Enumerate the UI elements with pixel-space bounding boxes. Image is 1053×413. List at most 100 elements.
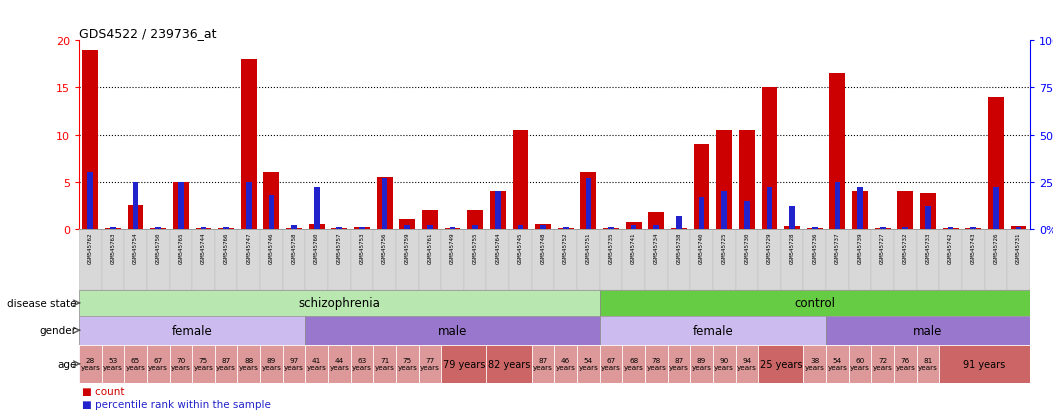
Bar	[622, 345, 644, 383]
Bar	[87, 173, 93, 229]
Bar	[178, 182, 183, 229]
Text: GSM545730: GSM545730	[744, 232, 750, 263]
Text: 70
years: 70 years	[171, 357, 191, 370]
Text: GSM545741: GSM545741	[631, 232, 636, 263]
Bar	[1011, 226, 1027, 229]
Text: GSM545739: GSM545739	[857, 232, 862, 263]
Text: GSM545750: GSM545750	[156, 232, 161, 263]
Bar	[192, 345, 215, 383]
Bar	[305, 345, 329, 383]
Bar	[79, 316, 305, 345]
Text: 89
years: 89 years	[692, 357, 712, 370]
Text: ■ count: ■ count	[82, 386, 124, 396]
Text: 91 years: 91 years	[963, 359, 1006, 369]
Text: schizophrenia: schizophrenia	[298, 297, 380, 310]
Text: GSM545761: GSM545761	[428, 232, 433, 263]
Text: 82 years: 82 years	[488, 359, 531, 369]
Text: 46
years: 46 years	[556, 357, 576, 370]
Bar	[713, 345, 735, 383]
Bar	[146, 345, 170, 383]
Bar	[359, 227, 364, 229]
Bar	[518, 225, 523, 229]
Bar	[215, 345, 238, 383]
Bar	[812, 227, 817, 229]
Text: GSM545743: GSM545743	[971, 232, 976, 263]
Text: GSM545765: GSM545765	[178, 232, 183, 263]
Bar	[441, 345, 486, 383]
Bar	[532, 345, 554, 383]
Bar	[1016, 227, 1021, 229]
Text: disease state: disease state	[7, 298, 77, 308]
Bar	[735, 229, 758, 290]
Text: 97
years: 97 years	[284, 357, 304, 370]
Bar	[490, 192, 505, 229]
Bar	[585, 178, 591, 229]
Text: GSM545764: GSM545764	[495, 232, 500, 263]
Text: 90
years: 90 years	[714, 357, 734, 370]
Bar	[170, 345, 192, 383]
Bar	[305, 229, 329, 290]
Bar	[580, 173, 596, 229]
Bar	[600, 229, 622, 290]
Text: 72
years: 72 years	[873, 357, 893, 370]
Bar	[668, 229, 691, 290]
Text: GSM545757: GSM545757	[337, 232, 342, 263]
Text: 77
years: 77 years	[420, 357, 440, 370]
Bar	[377, 178, 393, 229]
Text: GSM545749: GSM545749	[450, 232, 455, 263]
Text: 76
years: 76 years	[895, 357, 915, 370]
Bar	[880, 227, 886, 229]
Bar	[428, 225, 433, 229]
Bar	[691, 345, 713, 383]
Bar	[739, 131, 755, 229]
Text: female: female	[172, 324, 213, 337]
Bar	[826, 316, 1030, 345]
Bar	[510, 229, 532, 290]
Text: GSM545744: GSM545744	[201, 232, 206, 263]
Bar	[223, 227, 229, 229]
Bar	[735, 345, 758, 383]
Bar	[849, 229, 872, 290]
Bar	[948, 227, 953, 229]
Bar	[329, 345, 351, 383]
Bar	[486, 229, 510, 290]
Bar	[857, 188, 862, 229]
Bar	[173, 182, 188, 229]
Bar	[849, 345, 872, 383]
Bar	[246, 182, 252, 229]
Text: 63
years: 63 years	[352, 357, 372, 370]
Bar	[721, 192, 727, 229]
Text: GSM545759: GSM545759	[404, 232, 410, 263]
Bar	[897, 192, 913, 229]
Text: 71
years: 71 years	[375, 357, 395, 370]
Bar	[625, 223, 641, 229]
Bar	[993, 188, 998, 229]
Text: 60
years: 60 years	[850, 357, 870, 370]
Text: GSM545740: GSM545740	[699, 232, 704, 263]
Text: 89
years: 89 years	[261, 357, 281, 370]
Bar	[146, 229, 170, 290]
Bar	[962, 229, 985, 290]
Text: GSM545738: GSM545738	[676, 232, 681, 263]
Bar	[985, 229, 1007, 290]
Text: 67
years: 67 years	[601, 357, 621, 370]
Bar	[473, 225, 478, 229]
Bar	[374, 229, 396, 290]
Bar	[374, 345, 396, 383]
Bar	[82, 51, 98, 229]
Bar	[872, 345, 894, 383]
Bar	[826, 229, 849, 290]
Text: GSM545725: GSM545725	[721, 232, 727, 263]
Bar	[668, 345, 691, 383]
Text: GSM545763: GSM545763	[111, 232, 116, 263]
Text: GSM545727: GSM545727	[880, 232, 886, 263]
Bar	[744, 201, 750, 229]
Text: 54
years: 54 years	[828, 357, 848, 370]
Text: GSM545732: GSM545732	[902, 232, 908, 263]
Bar	[758, 229, 781, 290]
Text: ■ percentile rank within the sample: ■ percentile rank within the sample	[82, 399, 271, 409]
Bar	[263, 173, 279, 229]
Text: 78
years: 78 years	[647, 357, 667, 370]
Bar	[790, 206, 795, 229]
Text: GSM545758: GSM545758	[292, 232, 297, 263]
